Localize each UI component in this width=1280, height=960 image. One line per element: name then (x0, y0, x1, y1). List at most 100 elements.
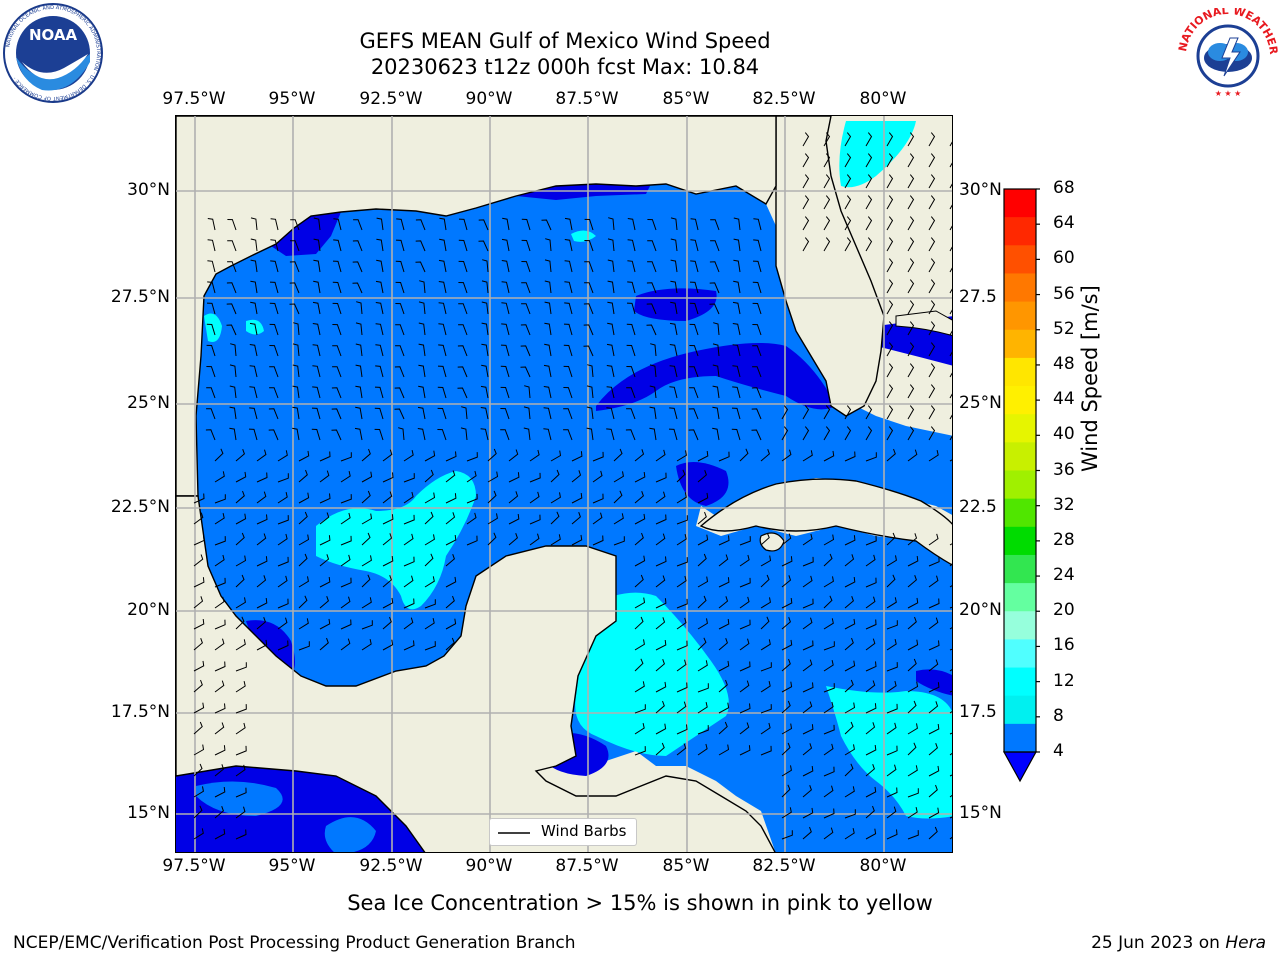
wind-barb (415, 261, 426, 273)
wind-barb (564, 302, 573, 315)
wind-barb (928, 807, 940, 819)
wind-barb (375, 302, 384, 315)
wind-barb (319, 637, 329, 651)
wind-barb (375, 280, 384, 294)
wind-barb (655, 700, 665, 714)
wind-barb (424, 576, 435, 588)
wind-barb (668, 428, 678, 441)
wind-barb (361, 574, 371, 588)
wind-barb (606, 386, 615, 399)
lon-label-bottom: 90°W (465, 856, 513, 876)
wind-barb (361, 532, 371, 546)
wind-barb (907, 765, 918, 777)
wind-barb (564, 260, 573, 273)
wind-barb (865, 195, 873, 210)
wind-barb (256, 617, 266, 630)
wind-barb (424, 534, 435, 546)
colorbar-band (1004, 695, 1036, 725)
wind-barb (731, 407, 741, 420)
colorbar-band (1004, 273, 1036, 303)
wind-barb (844, 554, 855, 567)
wind-barb (626, 366, 636, 378)
wind-barb (928, 640, 940, 651)
wind-barb (823, 785, 834, 798)
wind-barb (227, 240, 237, 252)
wind-barb (445, 618, 457, 630)
wind-barb (802, 785, 812, 798)
wind-barb (802, 598, 814, 609)
wind-barb (647, 219, 657, 231)
wind-barb (361, 490, 371, 504)
wind-barb (613, 536, 625, 546)
wind-barb (332, 302, 342, 315)
wind-barb (193, 638, 203, 651)
wind-barb (340, 596, 351, 609)
wind-barb (949, 216, 952, 231)
colorbar-band (1004, 329, 1036, 359)
wind-barb (403, 491, 414, 504)
wind-barb (781, 597, 793, 609)
wind-barb (781, 681, 793, 693)
wind-barb (712, 343, 720, 357)
wind-barb (445, 493, 457, 504)
wind-barb (592, 535, 604, 546)
wind-barb (235, 490, 245, 504)
wind-barb (481, 322, 489, 336)
wind-barb (403, 640, 415, 651)
wind-barb (928, 153, 936, 168)
lat-label-left: 30°N (127, 180, 170, 200)
wind-barb (543, 364, 552, 378)
wind-barb (713, 322, 720, 336)
wind-barb (718, 618, 730, 630)
wind-barb (277, 556, 289, 567)
wind-barb (697, 576, 709, 588)
wind-barb (214, 661, 226, 672)
wind-barb (376, 238, 384, 252)
colorbar-band (1004, 301, 1036, 331)
wind-barb (865, 216, 873, 231)
wind-barb (606, 428, 615, 441)
wind-barb (480, 407, 489, 420)
wind-barb (928, 617, 939, 630)
wind-barb (718, 721, 728, 735)
lon-label-bottom: 85°W (662, 856, 710, 876)
wind-barb (676, 492, 687, 504)
wind-barb (670, 301, 678, 315)
wind-barb (646, 282, 657, 294)
wind-barb (529, 491, 540, 504)
footer-machine: Hera (1225, 933, 1266, 953)
wind-barb (688, 429, 699, 441)
wind-barb (226, 282, 237, 294)
wind-barb (277, 450, 288, 462)
wind-barb (269, 323, 279, 336)
wind-barb (928, 765, 940, 777)
wind-barb (229, 385, 237, 399)
wind-barb (844, 660, 856, 672)
wind-barb (466, 493, 478, 504)
wind-barb (277, 640, 289, 651)
wind-barb (457, 366, 468, 378)
wind-barb (268, 408, 279, 420)
lon-label-top: 97.5°W (162, 89, 226, 109)
wind-barb (268, 429, 279, 441)
wind-barb (340, 494, 352, 504)
wind-barb (752, 260, 762, 273)
wind-barb (928, 342, 936, 357)
wind-barb (193, 721, 203, 735)
wind-barb (332, 260, 342, 273)
wind-barb (235, 513, 247, 525)
wind-barb (607, 238, 615, 252)
wind-barb (626, 323, 636, 336)
wind-barb (256, 491, 267, 504)
nws-logo: NATIONAL WEATHER SERVICE ★ ★ ★ (1178, 8, 1278, 98)
wind-barb (333, 239, 342, 252)
wind-barb (395, 345, 405, 357)
wind-barb (802, 132, 810, 147)
wind-barb (907, 216, 915, 231)
wind-barb (689, 387, 699, 399)
wind-barb (781, 723, 793, 735)
wind-barb (214, 471, 225, 483)
wind-barb (712, 385, 720, 399)
wind-barb (697, 637, 707, 651)
wind-barb (928, 743, 938, 756)
